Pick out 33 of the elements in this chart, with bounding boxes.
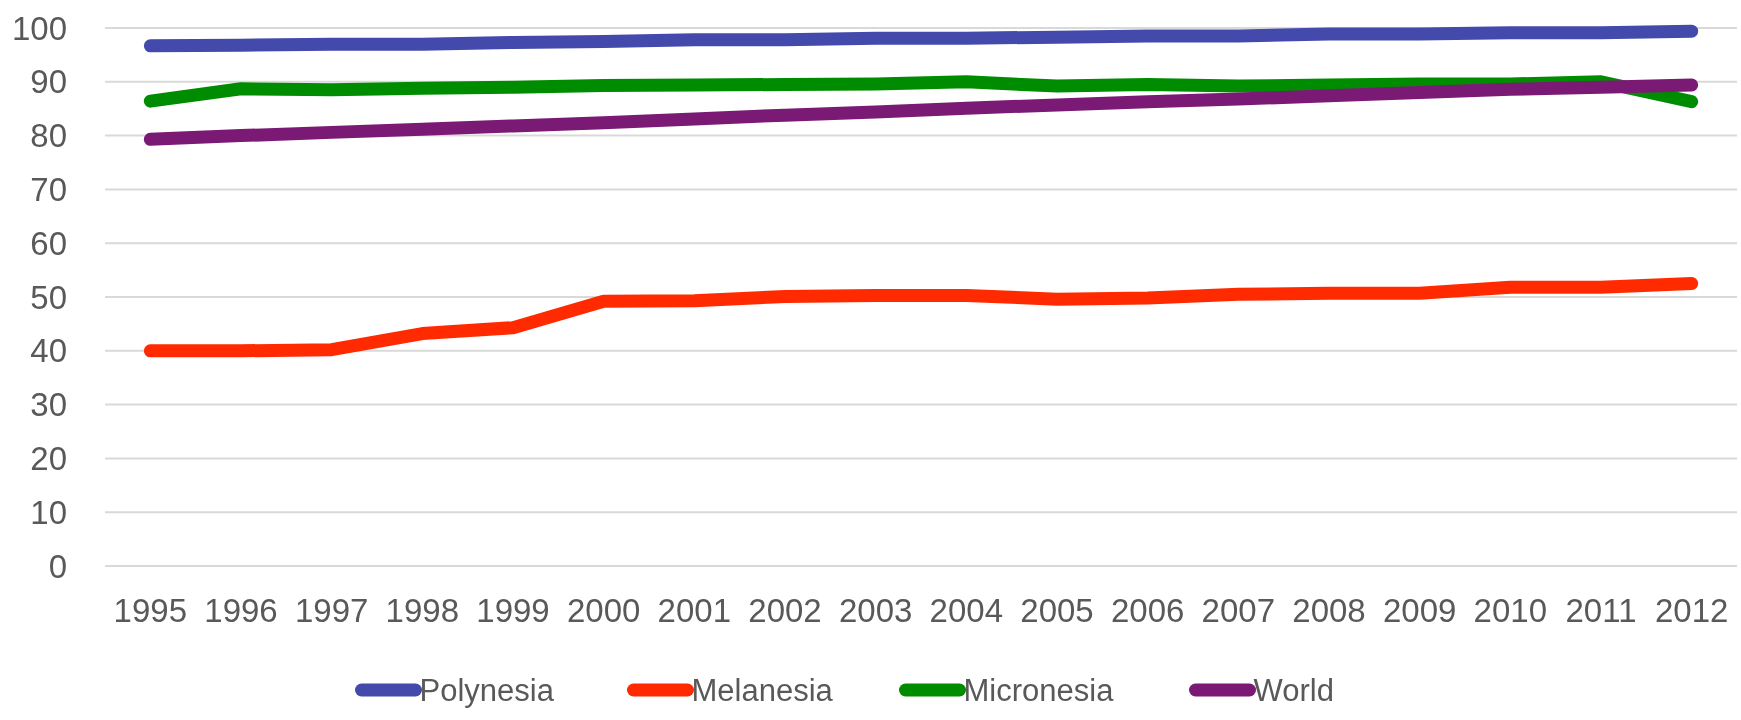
y-tick-label: 10 xyxy=(30,493,67,531)
legend-label: Micronesia xyxy=(963,673,1115,708)
x-tick-label: 1998 xyxy=(385,592,460,629)
legend-label: World xyxy=(1253,673,1334,708)
x-tick-label: 2000 xyxy=(566,592,641,629)
x-tick-label: 2004 xyxy=(929,592,1004,629)
y-tick-label: 50 xyxy=(30,278,67,316)
legend-label: Polynesia xyxy=(419,673,555,708)
x-tick-label: 1997 xyxy=(294,592,369,629)
x-tick-label: 2011 xyxy=(1565,592,1637,629)
y-tick-label: 70 xyxy=(30,170,67,208)
y-tick-label: 90 xyxy=(30,63,67,101)
y-tick-label: 100 xyxy=(11,9,67,47)
x-tick-label: 1996 xyxy=(204,592,278,629)
x-tick-label: 2006 xyxy=(1110,592,1185,629)
x-tick-label: 1999 xyxy=(476,592,550,629)
y-tick-label: 80 xyxy=(30,117,67,155)
x-tick-label: 2012 xyxy=(1654,592,1729,629)
x-tick-label: 2002 xyxy=(748,592,822,629)
x-tick-label: 2008 xyxy=(1292,592,1366,629)
y-tick-label: 60 xyxy=(30,224,67,262)
x-tick-label: 2001 xyxy=(657,592,732,629)
y-tick-label: 20 xyxy=(30,439,67,477)
x-tick-label: 1995 xyxy=(113,592,188,629)
y-tick-label: 30 xyxy=(30,386,67,424)
y-tick-label: 40 xyxy=(30,332,67,370)
x-tick-label: 2010 xyxy=(1473,592,1548,629)
y-tick-label: 0 xyxy=(48,547,67,585)
x-tick-label: 2005 xyxy=(1020,592,1094,629)
x-tick-label: 2007 xyxy=(1201,592,1276,629)
x-tick-label: 2009 xyxy=(1382,592,1457,629)
x-tick-label: 2003 xyxy=(838,592,913,629)
legend-label: Melanesia xyxy=(691,673,834,708)
